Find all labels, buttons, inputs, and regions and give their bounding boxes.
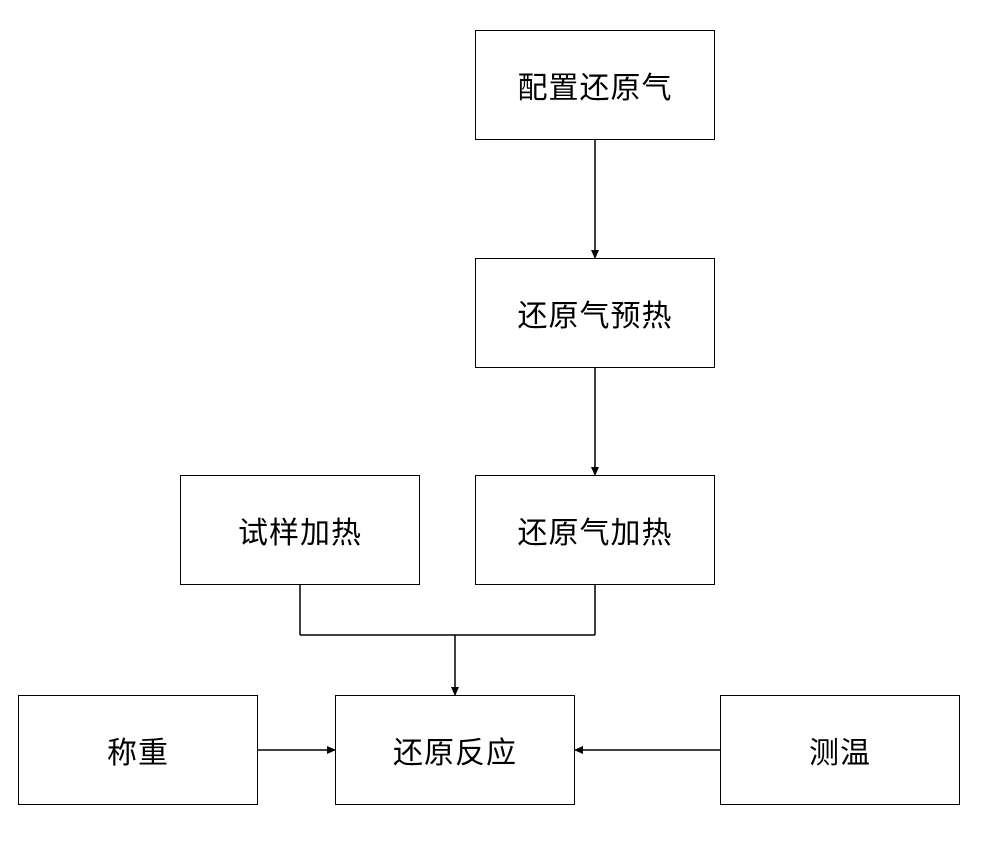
node-label: 还原反应 [393, 728, 517, 772]
node-heat-reducing-gas: 还原气加热 [475, 475, 715, 585]
node-label: 称重 [107, 728, 169, 772]
node-label: 测温 [809, 728, 871, 772]
node-label: 试样加热 [238, 508, 362, 552]
node-reduction-reaction: 还原反应 [335, 695, 575, 805]
node-temperature-measurement: 测温 [720, 695, 960, 805]
node-configure-reducing-gas: 配置还原气 [475, 30, 715, 140]
node-preheat-reducing-gas: 还原气预热 [475, 258, 715, 368]
node-label: 配置还原气 [518, 63, 673, 107]
node-label: 还原气加热 [518, 508, 673, 552]
node-label: 还原气预热 [518, 291, 673, 335]
flowchart-canvas: 配置还原气 还原气预热 还原气加热 试样加热 还原反应 称重 测温 [0, 0, 1000, 845]
node-heat-sample: 试样加热 [180, 475, 420, 585]
node-weighing: 称重 [18, 695, 258, 805]
